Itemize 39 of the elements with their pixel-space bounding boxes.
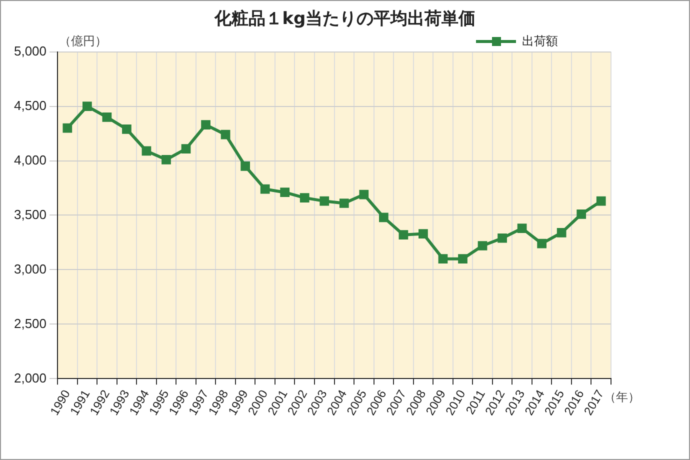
point [201, 120, 210, 130]
y-axis-title: （億円） [59, 33, 107, 50]
point [379, 212, 388, 222]
point [82, 102, 92, 111]
y-tick-label: 3,000 [14, 261, 47, 276]
point [359, 190, 369, 200]
chart-title: 化粧品１kg当たりの平均出荷単価 [213, 8, 477, 30]
x-axis-title: （年） [604, 389, 640, 406]
point [517, 224, 527, 233]
point [240, 162, 250, 171]
point [181, 144, 191, 154]
legend-label: 出荷額 [522, 33, 558, 50]
point [320, 196, 330, 206]
y-tick-label: 5,000 [14, 43, 47, 58]
point [498, 233, 507, 243]
point [260, 184, 270, 194]
point [398, 230, 408, 240]
point [102, 112, 112, 122]
point [576, 209, 586, 219]
y-tick-label: 2,500 [14, 316, 47, 331]
point [478, 241, 488, 250]
point [62, 123, 72, 133]
y-tick-label: 4,000 [14, 152, 47, 168]
point [162, 154, 171, 164]
point [142, 146, 152, 156]
point [438, 254, 448, 264]
point [556, 228, 566, 238]
y-tick-label: 2,000 [14, 370, 47, 386]
y-tick-label: 4,500 [14, 98, 47, 113]
point [300, 193, 310, 202]
point [280, 188, 290, 198]
point [220, 130, 230, 140]
point [418, 229, 428, 238]
point [458, 254, 468, 264]
point [122, 124, 132, 134]
point [596, 196, 606, 206]
point [537, 238, 546, 248]
point [339, 198, 349, 208]
y-tick-label: 3,500 [14, 206, 47, 222]
